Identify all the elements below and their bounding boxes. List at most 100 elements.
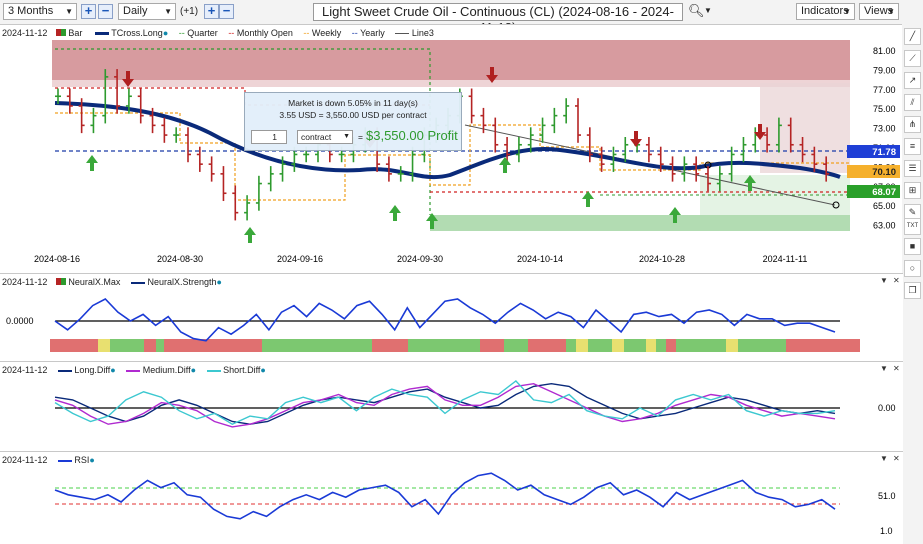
x-tick-label: 2024-10-14: [517, 254, 563, 264]
channel-tool-icon[interactable]: ⫽: [904, 94, 921, 111]
neural-max-bar: [656, 339, 666, 352]
trendline-tool-icon[interactable]: ⟋: [904, 50, 921, 67]
rsi-chart[interactable]: 51.0 1.0: [0, 452, 903, 544]
chevron-down-icon: ▼: [887, 7, 895, 16]
levels-tool-icon[interactable]: ☰: [904, 160, 921, 177]
resistance-zone-light: [52, 80, 850, 87]
y-tick-label: 75.00: [873, 104, 896, 114]
search-icon[interactable]: 🔍︎: [688, 3, 705, 18]
weekly-swatch: --: [303, 28, 310, 38]
neural-strength-swatch: [130, 281, 145, 284]
cycle-tool-icon[interactable]: ⊞: [904, 182, 921, 199]
diff-legend: 2024-11-12 Long.Diff● Medium.Diff● Short…: [2, 365, 266, 375]
pane-collapse-icon[interactable]: ▼: [880, 276, 888, 285]
trade-info-box[interactable]: Market is down 5.05% in 11 day(s) 3.55 U…: [244, 92, 462, 151]
medium-diff-line: [54, 382, 836, 428]
views-button[interactable]: Views ▼: [859, 3, 899, 20]
rsi-legend: 2024-11-12 RSI●: [2, 455, 95, 465]
neural-max-bar: [588, 339, 612, 352]
legend-bar: Bar: [68, 28, 83, 38]
line-tool-icon[interactable]: ╱: [904, 28, 921, 45]
quarter-line: [55, 48, 431, 215]
price-tag-green: [847, 185, 900, 198]
buy-arrow-icon: [744, 175, 756, 191]
pane-close-icon[interactable]: ✕: [893, 276, 900, 285]
step-label: (+1): [180, 6, 199, 17]
ray-tool-icon[interactable]: ↗: [904, 72, 921, 89]
neural-max-bar: [156, 339, 164, 352]
legend-long-diff: Long.Diff: [74, 365, 111, 375]
x-tick-label: 2024-09-16: [277, 254, 323, 264]
step-minus-button[interactable]: −: [219, 4, 234, 19]
legend-date: 2024-11-12: [2, 455, 48, 465]
y-tick-label: 73.00: [873, 124, 896, 134]
chart-title[interactable]: Light Sweet Crude Oil - Continuous (CL) …: [313, 3, 683, 35]
chevron-down-icon: ▼: [65, 7, 73, 16]
neural-max-bar: [144, 339, 156, 352]
diff-y-label: 0.00: [878, 403, 896, 413]
legend-weekly: Weekly: [311, 28, 342, 38]
zoom-out-button[interactable]: −: [98, 4, 113, 19]
main-legend: 2024-11-12 Bar TCross.Long● -- Quarter -…: [2, 28, 434, 38]
neural-chart[interactable]: 0.0000: [0, 274, 903, 361]
pane-close-icon[interactable]: ✕: [893, 364, 900, 373]
neural-legend: 2024-11-12 NeuralX.Max NeuralX.Strength●: [2, 277, 222, 287]
long-diff-swatch: [57, 369, 72, 372]
ellipse-tool-icon[interactable]: ○: [904, 260, 921, 277]
short-diff-swatch: [206, 369, 221, 372]
neural-max-bar: [110, 339, 144, 352]
zoom-in-button[interactable]: +: [81, 4, 96, 19]
neural-max-bar: [566, 339, 576, 352]
neural-pane[interactable]: 0.0000 2024-11-12 NeuralX.Max NeuralX.St…: [0, 273, 903, 361]
neural-max-bar: [50, 339, 98, 352]
text-tool-icon[interactable]: TXT: [904, 218, 921, 235]
views-label: Views: [864, 5, 894, 17]
legend-date: 2024-11-12: [2, 277, 48, 287]
expand-icon[interactable]: ❐: [904, 282, 921, 299]
rectangle-tool-icon[interactable]: ■: [904, 238, 921, 255]
legend-short-dot: ●: [260, 365, 266, 375]
price-tag-blue: [847, 145, 900, 158]
pane-collapse-icon[interactable]: ▼: [880, 364, 888, 373]
neural-max-bar: [372, 339, 408, 352]
period-select[interactable]: 3 Months ▼: [3, 3, 77, 20]
neural-max-bar: [624, 339, 646, 352]
qty-stepper[interactable]: 1: [251, 130, 287, 144]
tcross-swatch: [94, 32, 109, 36]
chevron-down-icon[interactable]: ▼: [704, 6, 712, 15]
profit-value: $3,550.00 Profit: [366, 128, 458, 143]
legend-date: 2024-11-12: [2, 365, 48, 375]
price-tag-orange: [847, 165, 900, 178]
chevron-down-icon: ▼: [164, 7, 172, 16]
rsi-pane[interactable]: 51.0 1.0 2024-11-12 RSI● ▼ ✕: [0, 451, 903, 544]
price-pane[interactable]: 81.0079.0077.0075.0073.0071.0069.0067.00…: [0, 24, 903, 273]
price-chart[interactable]: 81.0079.0077.0075.0073.0071.0069.0067.00…: [0, 25, 903, 273]
neural-max-bar: [786, 339, 860, 352]
neural-max-bar: [504, 339, 528, 352]
buy-arrow-icon: [499, 157, 511, 173]
diff-chart[interactable]: 0.00: [0, 362, 903, 451]
brush-tool-icon[interactable]: ✎: [904, 204, 921, 221]
unit-select[interactable]: contract ▼: [297, 130, 353, 144]
indicators-button[interactable]: Indicators ▼: [796, 3, 855, 20]
step-plus-button[interactable]: +: [204, 4, 219, 19]
buy-arrow-icon: [582, 191, 594, 207]
neural-max-bar: [646, 339, 656, 352]
rsi-swatch: [57, 459, 72, 462]
buy-arrow-icon: [244, 227, 256, 243]
pane-close-icon[interactable]: ✕: [893, 454, 900, 463]
long-diff-line: [54, 382, 836, 425]
x-tick-label: 2024-09-30: [397, 254, 443, 264]
toolbar: 3 Months ▼ + − Daily ▼ (+1) + − Light Swee…: [0, 0, 923, 35]
fibonacci-tool-icon[interactable]: ≡: [904, 138, 921, 155]
pane-collapse-icon[interactable]: ▼: [880, 454, 888, 463]
short-diff-line: [54, 380, 836, 425]
neural-max-bar: [408, 339, 480, 352]
interval-select[interactable]: Daily ▼: [118, 3, 176, 20]
pitchfork-tool-icon[interactable]: ⋔: [904, 116, 921, 133]
neural-strength-line: [54, 298, 836, 342]
legend-monthly: Monthly Open: [236, 28, 293, 38]
neural-max-bar: [98, 339, 110, 352]
diff-pane[interactable]: 0.00 2024-11-12 Long.Diff● Medium.Diff● …: [0, 361, 903, 451]
yearly-swatch: --: [351, 28, 358, 38]
